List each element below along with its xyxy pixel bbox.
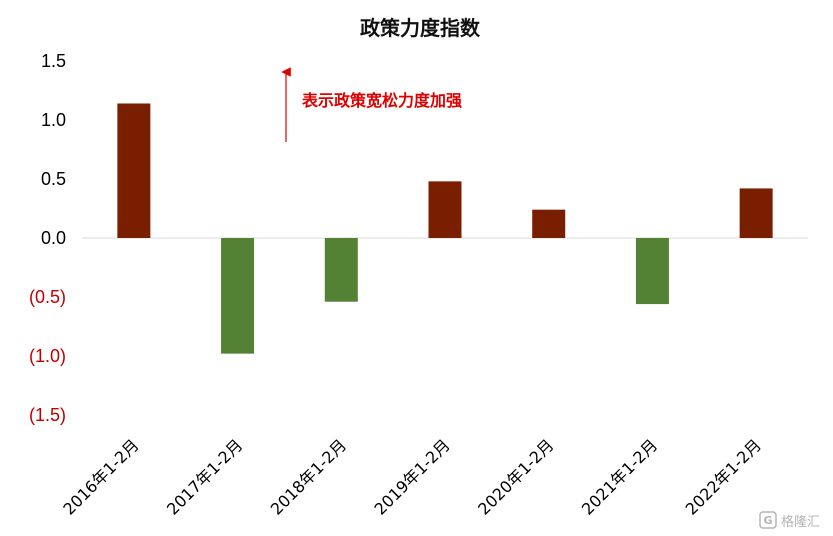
x-tick-label: 2021年1-2月	[578, 435, 661, 518]
y-axis: 1.5 1.0 0.5 0.0 (0.5) (1.0) (1.5)	[29, 51, 66, 425]
chart-title: 政策力度指数	[360, 16, 481, 40]
watermark-text: 格隆汇	[781, 514, 820, 530]
x-tick-label: 2018年1-2月	[267, 435, 350, 518]
bar-6	[739, 188, 773, 238]
annotation: 表示政策宽松力度加强	[281, 67, 462, 142]
bar-4	[532, 209, 566, 238]
x-tick-label: 2022年1-2月	[682, 435, 765, 518]
x-tick-label: 2017年1-2月	[163, 435, 246, 518]
y-tick-label: 1.0	[41, 110, 66, 130]
bar-2	[324, 238, 358, 302]
bars-group	[117, 103, 773, 354]
x-tick-label: 2019年1-2月	[370, 435, 453, 518]
y-tick-label: 1.5	[41, 51, 66, 71]
svg-text:G: G	[763, 514, 772, 527]
bar-1	[221, 238, 255, 354]
y-tick-label: 0.0	[41, 228, 66, 248]
bar-3	[428, 181, 462, 238]
x-axis: 2016年1-2月 2017年1-2月 2018年1-2月 2019年1-2月 2020…	[59, 435, 765, 518]
annotation-text: 表示政策宽松力度加强	[301, 91, 462, 110]
y-tick-label: (1.0)	[29, 346, 66, 366]
x-tick-label: 2020年1-2月	[474, 435, 557, 518]
g-logo-icon	[759, 511, 777, 529]
y-tick-label: (1.5)	[29, 405, 66, 425]
y-tick-label: (0.5)	[29, 287, 66, 307]
bar-5	[635, 238, 669, 305]
y-tick-label: 0.5	[41, 169, 66, 189]
x-tick-label: 2016年1-2月	[59, 435, 142, 518]
bar-0	[117, 103, 151, 238]
watermark: G 格隆汇	[759, 511, 820, 530]
